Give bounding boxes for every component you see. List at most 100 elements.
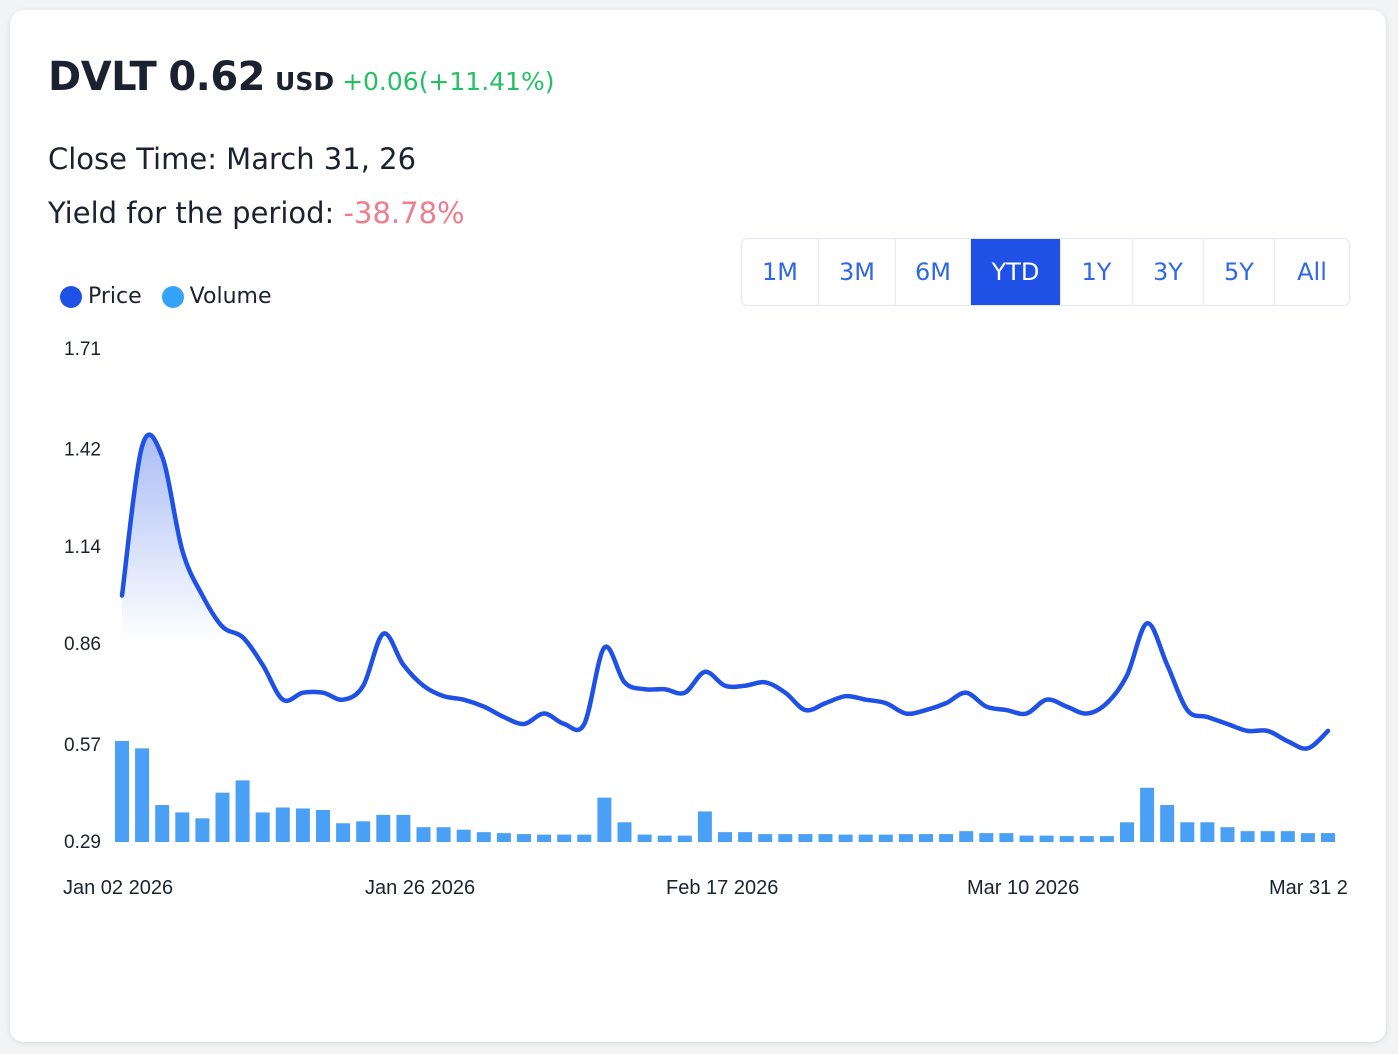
period-ytd-button[interactable]: YTD (971, 239, 1061, 305)
volume-bar (1280, 831, 1295, 842)
volume-bar (818, 834, 833, 842)
price-line (119, 432, 1331, 751)
volume-bar (1140, 787, 1155, 842)
volume-bar (939, 834, 954, 842)
volume-bar (476, 832, 491, 842)
volume-bar (838, 834, 853, 842)
y-tick-label: 0.86 (64, 634, 101, 655)
price-legend-label: Price (88, 284, 142, 309)
ticker-symbol: DVLT (48, 54, 157, 100)
y-tick-label: 1.71 (64, 339, 101, 360)
stock-card: DVLT 0.62 USD +0.06(+11.41%) Close Time:… (10, 10, 1386, 1042)
volume-bar (798, 834, 813, 842)
volume-bar (517, 834, 531, 842)
volume-bar (979, 833, 994, 842)
price-change: +0.06(+11.41%) (342, 67, 555, 96)
x-tick-label: Mar 31 2 (1269, 877, 1348, 899)
volume-bar (697, 811, 712, 842)
x-tick-label: Mar 10 2026 (967, 877, 1079, 899)
price-legend-marker (60, 285, 82, 308)
volume-bar (1240, 831, 1255, 842)
volume-bar (1099, 836, 1114, 842)
period-3m-button[interactable]: 3M (819, 239, 896, 305)
volume-bar (356, 821, 371, 842)
period-5y-button[interactable]: 5Y (1204, 239, 1275, 305)
period-6m-button[interactable]: 6M (896, 239, 971, 305)
volume-bar (858, 834, 873, 842)
volume-bar (436, 827, 451, 842)
volume-bar (175, 812, 190, 842)
volume-bar (416, 827, 431, 842)
volume-bar (155, 805, 170, 842)
volume-bar (135, 748, 150, 842)
period-3y-button[interactable]: 3Y (1133, 239, 1204, 305)
volume-bar (396, 814, 411, 842)
volume-bar (637, 834, 652, 842)
volume-bar (1120, 822, 1134, 842)
volume-legend-marker (161, 285, 184, 308)
y-tick-label: 1.42 (64, 440, 101, 461)
x-tick-label: Jan 02 2026 (63, 877, 173, 899)
volume-bar (778, 834, 793, 842)
volume-bar (1220, 827, 1235, 842)
volume-bar (336, 823, 351, 842)
volume-bar (537, 834, 552, 842)
volume-bar (919, 834, 933, 842)
volume-bar (738, 832, 753, 842)
volume-bar (1300, 833, 1315, 842)
volume-bar (1180, 822, 1195, 842)
price-headline: DVLT 0.62 USD +0.06(+11.41%) (48, 54, 554, 100)
price-volume-chart[interactable]: 1.711.421.140.860.570.29 Jan 02 2026 Jan … (10, 10, 1386, 1042)
yield-label: Yield for the period: (48, 196, 344, 230)
chart-legend: Price Volume (60, 284, 292, 309)
period-selector: 1M 3M 6M YTD 1Y 3Y 5Y All (741, 238, 1350, 306)
volume-bar (456, 829, 471, 842)
volume-bar (496, 833, 511, 842)
volume-bar (1039, 835, 1054, 842)
volume-bar (1260, 831, 1275, 842)
period-1y-button[interactable]: 1Y (1061, 239, 1133, 305)
period-yield: Yield for the period: -38.78% (48, 196, 465, 230)
volume-bar (115, 740, 129, 842)
y-tick-label: 0.57 (64, 735, 101, 756)
volume-bar (1019, 835, 1034, 842)
volume-bar (1079, 836, 1094, 842)
close-time: Close Time: March 31, 26 (48, 142, 417, 176)
x-axis: Jan 02 2026 Jan 26 2026 Feb 17 2026 Mar 10 … (63, 877, 1348, 899)
volume-legend-label: Volume (189, 284, 272, 309)
y-tick-label: 0.29 (64, 832, 101, 853)
volume-bar (999, 833, 1014, 842)
y-tick-label: 1.14 (64, 537, 101, 558)
volume-bar (617, 822, 632, 842)
volume-bar (1160, 805, 1175, 842)
y-axis: 1.71 1.42 1.14 0.86 0.57 0.29 (64, 339, 101, 853)
volume-bar (597, 797, 612, 842)
currency-label: USD (275, 67, 335, 96)
volume-bar (959, 831, 974, 842)
volume-bar (1059, 836, 1074, 842)
volume-bar (295, 808, 310, 842)
yield-value: -38.78% (343, 196, 465, 230)
legend-item-volume[interactable]: Volume (161, 284, 272, 309)
volume-bar (657, 835, 672, 842)
x-tick-label: Jan 26 2026 (365, 877, 475, 899)
legend-item-price[interactable]: Price (60, 284, 142, 309)
volume-bar (316, 809, 330, 842)
volume-bar (557, 834, 572, 842)
volume-bar (235, 780, 250, 842)
current-price: 0.62 (168, 54, 266, 100)
volume-bar (677, 835, 692, 842)
period-1m-button[interactable]: 1M (742, 239, 819, 305)
volume-bar (376, 814, 391, 842)
volume-bars (115, 740, 1335, 842)
volume-bar (1200, 822, 1215, 842)
x-tick-label: Feb 17 2026 (666, 877, 778, 899)
volume-bar (215, 792, 230, 842)
period-all-button[interactable]: All (1297, 258, 1327, 286)
volume-bar (758, 834, 773, 842)
volume-bar (275, 807, 290, 842)
volume-bar (195, 818, 210, 842)
price-area-fill (122, 434, 243, 643)
volume-bar (577, 834, 592, 842)
volume-bar (255, 812, 270, 842)
